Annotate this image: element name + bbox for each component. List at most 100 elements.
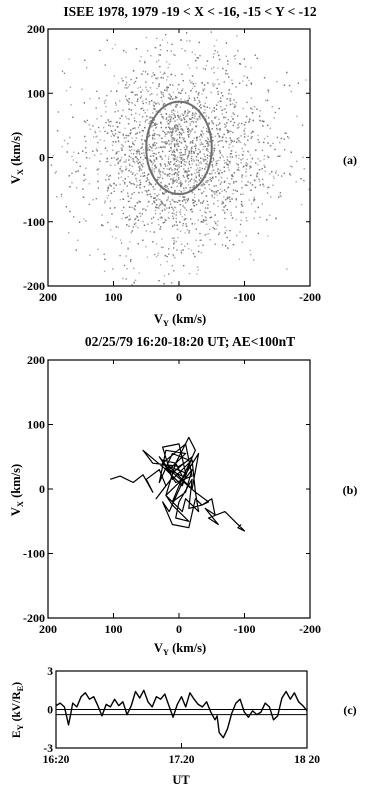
- panel-a-scatter-point: [222, 156, 224, 158]
- panel-a-scatter-point: [141, 191, 143, 194]
- panel-a-scatter-point: [134, 218, 136, 221]
- panel-a-scatter-point: [103, 270, 106, 273]
- panel-a-scatter-point: [206, 142, 208, 145]
- panel-a-scatter-point: [266, 192, 269, 194]
- panel-a-scatter-point: [163, 185, 166, 187]
- panel-a-scatter-point: [212, 226, 214, 229]
- panel-b-y-tick-label: 200: [27, 353, 45, 367]
- panel-a-scatter-point: [166, 88, 169, 91]
- panel-a-scatter-point: [128, 101, 130, 103]
- panel-a-scatter-point: [182, 159, 184, 161]
- panel-a-scatter-point: [105, 161, 107, 163]
- panel-a-scatter-point: [275, 170, 277, 172]
- panel-a-scatter-point: [152, 143, 154, 145]
- panel-a-scatter-point: [238, 154, 240, 156]
- panel-a-scatter-point: [180, 182, 182, 184]
- panel-a-scatter-point: [212, 140, 214, 142]
- panel-a-scatter-point: [99, 130, 101, 133]
- panel-a-scatter-point: [185, 225, 188, 227]
- panel-a-scatter-point: [211, 172, 213, 175]
- panel-a-scatter-point: [105, 105, 107, 108]
- panel-a-scatter-point: [229, 156, 231, 158]
- panel-a-scatter-point: [171, 169, 173, 171]
- panel-a-scatter-point: [231, 79, 233, 81]
- panel-a-scatter-point: [185, 217, 188, 220]
- panel-a-scatter-point: [218, 54, 220, 57]
- panel-a-scatter-point: [122, 277, 124, 280]
- panel-a-scatter-point: [193, 85, 196, 87]
- panel-a-scatter-point: [159, 155, 161, 157]
- panel-a-scatter-point: [174, 125, 176, 128]
- panel-a-scatter-point: [164, 155, 167, 157]
- panel-a-scatter-point: [187, 154, 190, 157]
- panel-a-scatter-point: [166, 260, 168, 263]
- panel-a-scatter-point: [123, 206, 125, 209]
- panel-a-scatter-point: [182, 114, 185, 116]
- panel-a-scatter-point: [159, 111, 161, 113]
- panel-a-scatter-point: [208, 232, 210, 235]
- panel-a-scatter-point: [161, 238, 163, 240]
- panel-a-scatter-point: [55, 170, 57, 173]
- panel-a-scatter-point: [115, 121, 117, 124]
- panel-a-scatter-point: [195, 176, 197, 179]
- panel-a-scatter-point: [173, 114, 175, 116]
- panel-a-scatter-point: [168, 253, 170, 255]
- panel-a-scatter-point: [127, 200, 130, 203]
- panel-a-scatter-point: [184, 149, 187, 151]
- panel-a-scatter-point: [165, 113, 167, 115]
- panel-a-scatter-point: [173, 163, 175, 166]
- panel-a-scatter-point: [179, 209, 182, 211]
- panel-a-scatter-point: [234, 105, 237, 107]
- panel-a-scatter-point: [139, 121, 141, 123]
- panel-a-scatter-point: [262, 183, 264, 186]
- panel-a-scatter-point: [165, 61, 168, 63]
- panel-a-scatter-point: [69, 136, 71, 139]
- panel-a-scatter-point: [174, 158, 176, 160]
- panel-a-scatter-point: [115, 141, 117, 143]
- panel-a-scatter-point: [155, 153, 157, 155]
- panel-a-scatter-point: [166, 50, 168, 52]
- panel-a-scatter-point: [121, 115, 123, 117]
- panel-a-scatter-point: [288, 137, 290, 139]
- panel-a-scatter-point: [258, 141, 260, 143]
- panel-a-scatter-point: [188, 67, 191, 69]
- panel-a-scatter-point: [226, 209, 229, 211]
- panel-a-scatter-point: [208, 183, 210, 186]
- panel-a-scatter-point: [152, 82, 154, 84]
- panel-a-scatter-point: [188, 97, 190, 99]
- panel-a-scatter-point: [216, 194, 218, 197]
- panel-a-scatter-point: [196, 153, 199, 156]
- panel-a-scatter-point: [199, 150, 201, 152]
- panel-a-scatter-point: [140, 95, 142, 98]
- panel-a-scatter-point: [153, 74, 155, 76]
- panel-a-scatter-point: [200, 104, 202, 106]
- panel-a-scatter-point: [221, 154, 223, 157]
- panel-a-scatter-point: [179, 137, 181, 139]
- panel-a-scatter-point: [213, 228, 216, 230]
- panel-a-scatter-point: [131, 165, 133, 167]
- panel-a-scatter-point: [143, 172, 145, 174]
- panel-a-scatter-point: [217, 101, 219, 103]
- panel-a-scatter-point: [143, 224, 146, 226]
- panel-a-scatter-point: [148, 149, 151, 151]
- panel-a-scatter-point: [185, 202, 187, 204]
- panel-a-scatter-point: [184, 50, 186, 52]
- panel-a-scatter-point: [177, 164, 179, 167]
- panel-a-scatter-point: [158, 170, 160, 173]
- panel-a-scatter-point: [233, 103, 236, 106]
- panel-a-scatter-point: [253, 196, 255, 199]
- panel-a-scatter-point: [190, 166, 192, 169]
- panel-a-scatter-point: [237, 166, 240, 169]
- panel-a-scatter-point: [207, 207, 209, 209]
- panel-a-scatter-point: [217, 133, 219, 135]
- panel-a-scatter-point: [249, 182, 251, 184]
- panel-b-y-tick-label: -100: [23, 547, 45, 561]
- panel-c-label: (c): [343, 703, 356, 717]
- panel-a-scatter-point: [221, 200, 224, 203]
- panel-a-scatter-point: [200, 221, 202, 223]
- panel-a-scatter-point: [224, 217, 226, 220]
- panel-a-scatter-point: [213, 203, 215, 205]
- panel-a-scatter-point: [188, 153, 190, 155]
- panel-a-scatter-point: [192, 192, 194, 194]
- panel-a-scatter-point: [221, 95, 224, 97]
